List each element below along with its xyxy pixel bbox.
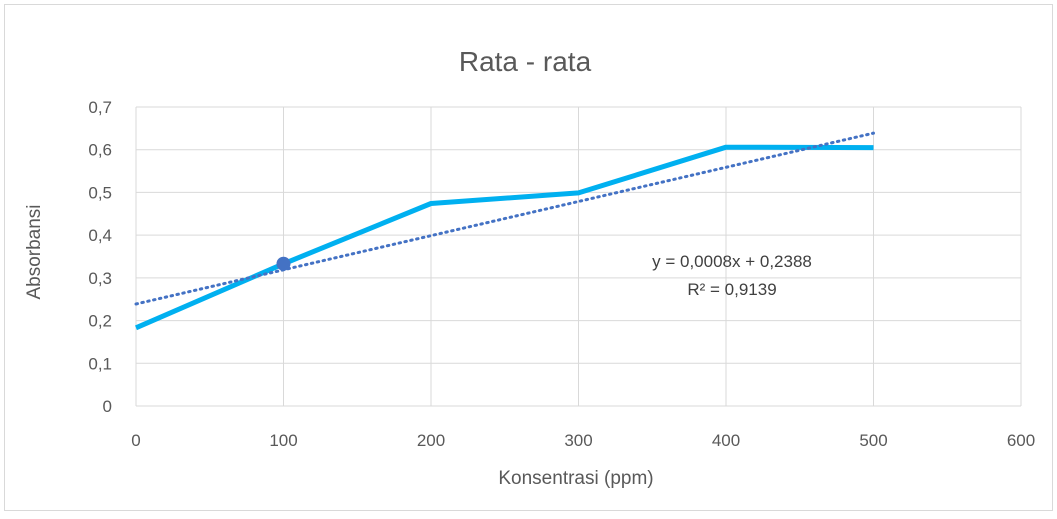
grid-lines	[135, 106, 1022, 407]
y-tick-labels: 0 0,1 0,2 0,3 0,4 0,5 0,6 0,7	[88, 98, 112, 416]
y-tick-label: 0,7	[88, 98, 112, 117]
chart-frame: 0 0,1 0,2 0,3 0,4 0,5 0,6 0,7 0 100 200 300 400 500 6…	[4, 4, 1053, 511]
x-tick-label: 600	[1007, 431, 1035, 450]
x-tick-label: 500	[859, 431, 887, 450]
y-tick-label: 0,5	[88, 183, 112, 202]
x-axis-title: Konsentrasi (ppm)	[498, 468, 653, 489]
y-tick-label: 0,4	[88, 226, 112, 245]
series-group	[134, 131, 875, 331]
x-tick-label: 300	[564, 431, 592, 450]
x-tick-label: 0	[131, 431, 140, 450]
trendline-r-squared: R² = 0,9139	[687, 280, 776, 299]
series-line	[135, 144, 874, 331]
y-tick-label: 0,1	[88, 354, 112, 373]
x-tick-label: 100	[269, 431, 297, 450]
highlighted-point[interactable]	[276, 256, 291, 271]
y-tick-label: 0,2	[88, 312, 112, 331]
trendline-equation: y = 0,0008x + 0,2388	[652, 252, 812, 271]
x-tick-labels: 0 100 200 300 400 500 600	[131, 431, 1035, 450]
y-tick-label: 0,6	[88, 141, 112, 160]
y-tick-label: 0	[103, 397, 112, 416]
chart-svg: 0 0,1 0,2 0,3 0,4 0,5 0,6 0,7 0 100 200 300 400 500 6…	[24, 46, 1035, 489]
y-axis-title: Absorbansi	[24, 204, 45, 299]
y-tick-label: 0,3	[88, 269, 112, 288]
trendline	[134, 131, 875, 306]
x-tick-label: 200	[417, 431, 445, 450]
x-tick-label: 400	[712, 431, 740, 450]
chart-title: Rata - rata	[459, 46, 592, 77]
